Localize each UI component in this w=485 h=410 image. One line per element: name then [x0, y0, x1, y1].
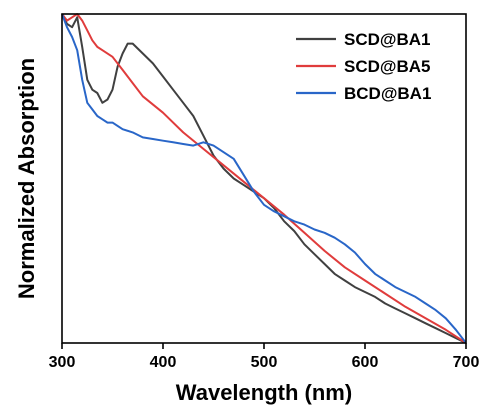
legend: SCD@BA1 SCD@BA5 BCD@BA1	[296, 30, 431, 103]
x-axis-title: Wavelength (nm)	[176, 380, 352, 405]
x-tick-label: 300	[49, 354, 76, 371]
legend-label-scd-ba5: SCD@BA5	[344, 57, 430, 76]
x-tick-label: 700	[453, 354, 480, 371]
y-axis-title: Normalized Absorption	[14, 58, 39, 299]
series-line-bcd-ba1	[61, 13, 467, 344]
x-tick-label: 600	[352, 354, 379, 371]
x-axis-ticks: 300 400 500 600 700	[49, 343, 480, 371]
series-line-scd-ba1	[61, 13, 467, 344]
x-tick-label: 500	[251, 354, 278, 371]
legend-label-scd-ba1: SCD@BA1	[344, 30, 430, 49]
plot-lines	[61, 13, 467, 344]
legend-label-bcd-ba1: BCD@BA1	[344, 84, 431, 103]
series-line-scd-ba5	[61, 13, 467, 344]
x-tick-label: 400	[150, 354, 177, 371]
